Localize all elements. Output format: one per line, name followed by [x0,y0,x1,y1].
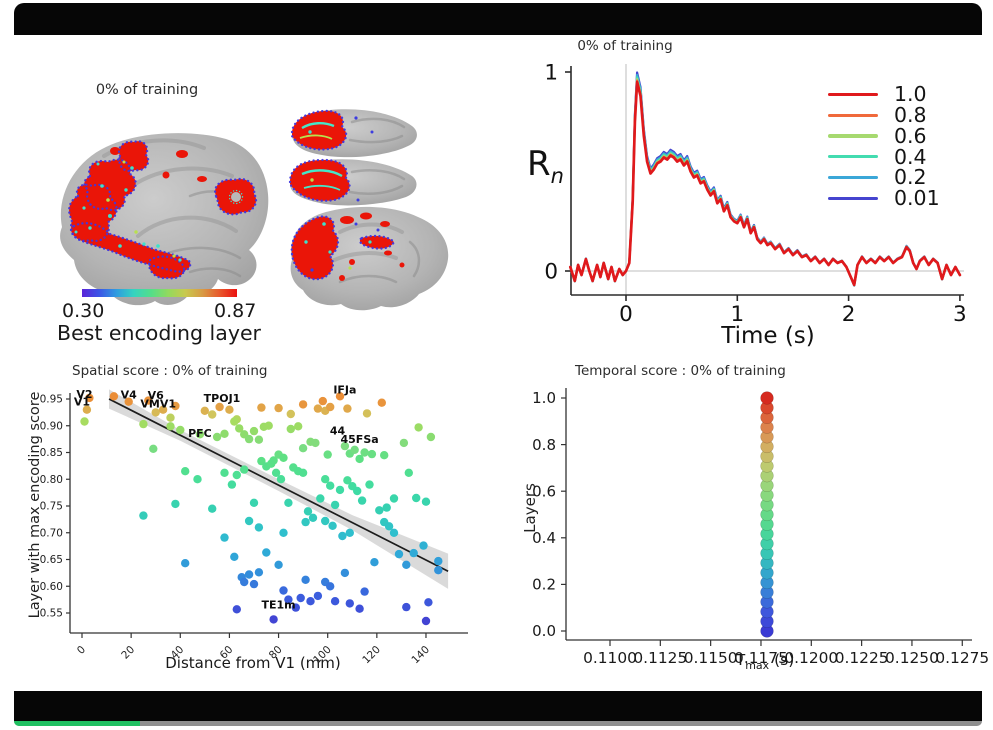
legend-label: 0.2 [894,165,927,190]
svg-text:0.1125: 0.1125 [633,649,687,667]
legend-swatch [828,134,878,138]
ylabel-main: R [527,144,551,184]
svg-text:0.60: 0.60 [40,581,63,593]
legend-entry: 0.8 [828,105,940,126]
svg-text:0.85: 0.85 [40,447,63,459]
legend-entry: 0.2 [828,167,940,188]
legend-swatch [828,92,878,97]
svg-text:100: 100 [311,644,334,667]
legend-swatch [828,155,878,159]
spatial-plot: 0.95 0.90 0.85 0.80 0.75 0.70 0.65 0.60 0.55 0 20 4… [40,384,468,667]
legend-entry: 1.0 [828,84,940,105]
colorbar-max-label: 0.87 [214,300,257,322]
legend-entry: 0.01 [828,188,940,209]
response-xlabel: Time (s) [721,323,815,349]
legend-swatch [828,196,878,201]
spatial-xlabel: Distance from V1 (mm) [165,654,341,672]
svg-text:0: 0 [619,302,633,327]
legend-label: 0.8 [894,102,927,127]
svg-text:0.4: 0.4 [532,529,556,547]
brain-dorsal-views [288,109,417,206]
svg-text:0.8: 0.8 [532,436,556,454]
brain-medial-view [60,133,269,306]
colorbar-min-label: 0.30 [62,300,105,322]
voxel-specks [74,160,182,262]
svg-text:0.90: 0.90 [40,420,63,432]
svg-text:PFC: PFC [188,427,212,440]
svg-text:0.1250: 0.1250 [885,649,939,667]
xlabel-main: T [735,651,746,669]
svg-text:2: 2 [842,302,856,327]
svg-text:120: 120 [360,644,383,667]
svg-text:V4: V4 [121,389,138,402]
legend-label: 0.01 [894,186,940,211]
svg-text:0: 0 [75,644,88,657]
svg-text:80: 80 [267,644,285,662]
legend-label: 0.4 [894,144,927,169]
svg-text:3: 3 [953,302,967,327]
svg-text:V2: V2 [76,388,92,401]
svg-text:0.1225: 0.1225 [835,649,889,667]
video-top-bar [14,3,982,35]
svg-text:0.1200: 0.1200 [784,649,838,667]
svg-text:0.70: 0.70 [40,527,63,539]
svg-text:0.95: 0.95 [40,394,63,406]
legend-swatch [828,113,878,117]
svg-text:0.65: 0.65 [40,554,63,566]
response-plot-title: 0% of training [577,38,673,54]
svg-text:0.1175: 0.1175 [734,649,788,667]
svg-text:45FSa: 45FSa [341,433,379,446]
svg-text:0.0: 0.0 [532,622,556,640]
svg-text:0: 0 [544,260,558,285]
response-ylabel: Rn [527,144,564,188]
colorbar-title: Best encoding layer [57,321,261,345]
svg-text:140: 140 [409,644,432,667]
svg-text:IFJa: IFJa [333,384,356,397]
response-plot: 0 1 0 1 2 3 [544,61,967,328]
legend-entry: 0.6 [828,126,940,147]
svg-text:0.80: 0.80 [40,474,63,486]
xlabel-sub: max [745,659,770,673]
temporal-plot-title: Temporal score : 0% of training [575,363,786,379]
ylabel-sub: n [550,163,564,188]
svg-text:V6: V6 [148,389,165,402]
response-legend: 1.0 0.8 0.6 0.4 0.2 0.01 [828,84,940,209]
svg-text:0.1275: 0.1275 [935,649,989,667]
svg-text:1.0: 1.0 [532,389,556,407]
brain-surfaces-figure [60,109,449,311]
xlabel-unit: (s) [769,651,795,669]
svg-text:1: 1 [730,302,744,327]
svg-text:0.1150: 0.1150 [684,649,738,667]
legend-swatch [828,175,878,180]
svg-text:VMV1: VMV1 [140,398,176,411]
svg-text:60: 60 [218,644,236,662]
video-progress-bar[interactable] [14,721,982,726]
video-progress-fill [14,721,140,726]
svg-text:44: 44 [330,424,346,437]
temporal-xlabel: Tmax (s) [736,651,795,672]
temporal-plot: 0.0 0.2 0.4 0.6 0.8 1.0 0.11000.11250.11500.11… [532,388,989,667]
svg-text:TE1m: TE1m [262,599,296,612]
legend-entry: 0.4 [828,146,940,167]
svg-text:0.2: 0.2 [532,576,556,594]
legend-label: 1.0 [894,82,927,107]
svg-text:0.75: 0.75 [40,501,63,513]
spatial-plot-title: Spatial score : 0% of training [72,363,268,379]
svg-text:1: 1 [544,61,558,86]
video-bottom-bar [14,691,982,721]
svg-text:0.6: 0.6 [532,482,556,500]
brain-panel-title: 0% of training [95,82,199,98]
brain-lateral-view [290,206,449,311]
svg-text:0.55: 0.55 [40,608,63,620]
svg-text:40: 40 [168,644,186,662]
svg-text:TPOJ1: TPOJ1 [204,392,241,405]
encoding-colorbar [82,289,237,297]
svg-text:V1: V1 [74,395,90,408]
legend-label: 0.6 [894,123,927,148]
svg-text:0.1100: 0.1100 [583,649,637,667]
svg-text:20: 20 [119,644,137,662]
